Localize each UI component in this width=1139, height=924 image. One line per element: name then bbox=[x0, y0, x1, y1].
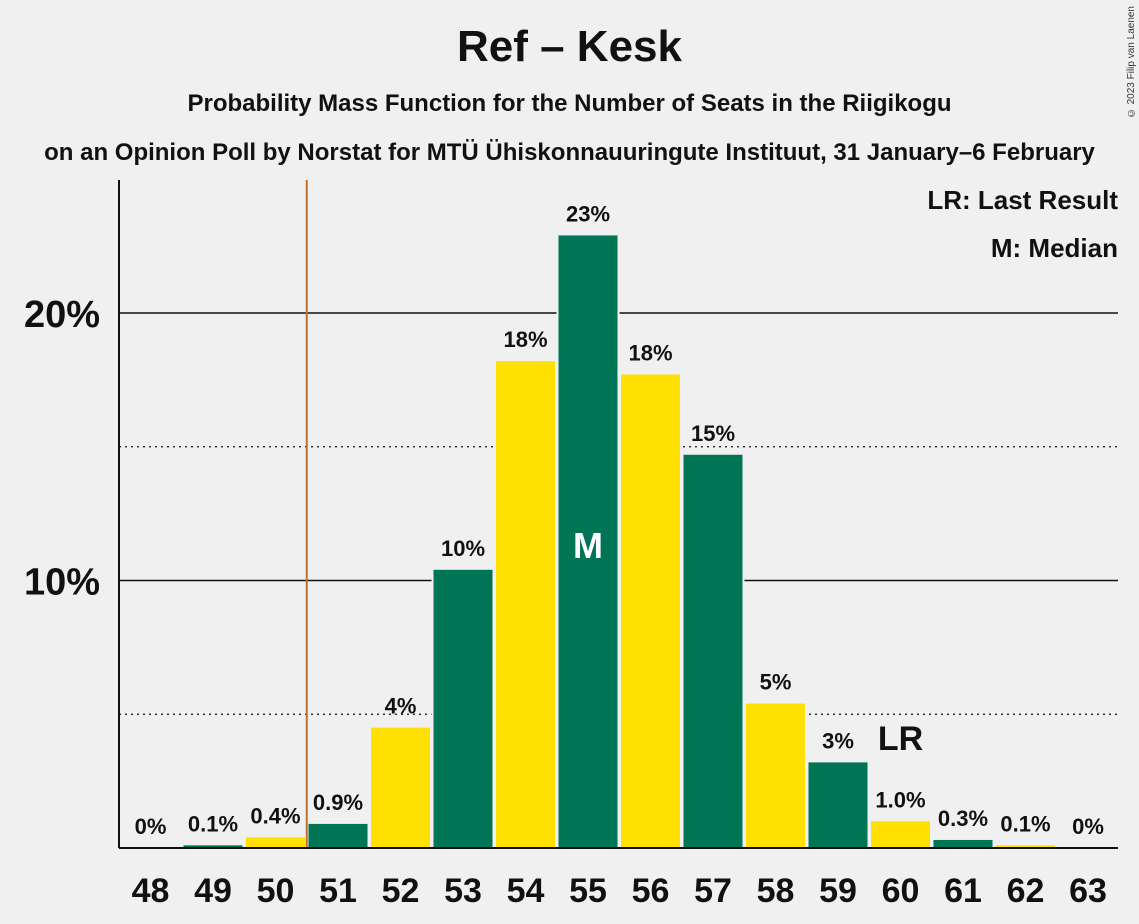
bar-53 bbox=[433, 569, 493, 848]
x-tick-label-62: 62 bbox=[1007, 872, 1045, 910]
bar-58 bbox=[746, 703, 805, 848]
bar-59 bbox=[808, 762, 868, 848]
chart-subtitle: Probability Mass Function for the Number… bbox=[187, 90, 952, 117]
x-tick-label-50: 50 bbox=[257, 872, 295, 910]
bar-value-label-48: 0% bbox=[135, 814, 167, 839]
x-axis-tick-labels: 48 49 50 51 52 53 54 55 56 57 58 59 60 61 62 63 bbox=[132, 872, 1107, 910]
y-axis-tick-labels: 10% 20% bbox=[24, 294, 100, 604]
bar-value-label-54: 18% bbox=[503, 327, 547, 352]
bar-value-label-63: 0% bbox=[1072, 814, 1104, 839]
x-tick-label-56: 56 bbox=[632, 872, 670, 910]
x-tick-label-55: 55 bbox=[569, 872, 607, 910]
bar-value-label-55: 23% bbox=[566, 201, 610, 226]
bar-value-label-56: 18% bbox=[628, 341, 672, 366]
markers: M LR bbox=[305, 180, 923, 848]
bar-61 bbox=[933, 839, 993, 848]
bar-value-label-62: 0.1% bbox=[1000, 811, 1050, 836]
x-tick-label-53: 53 bbox=[444, 872, 482, 910]
bar-value-label-51: 0.9% bbox=[313, 790, 363, 815]
bars bbox=[181, 234, 1057, 849]
bar-49 bbox=[183, 845, 243, 848]
y-tick-label-20: 20% bbox=[24, 294, 100, 336]
x-tick-label-52: 52 bbox=[382, 872, 420, 910]
bar-value-label-49: 0.1% bbox=[188, 811, 238, 836]
x-tick-label-51: 51 bbox=[319, 872, 357, 910]
bar-50 bbox=[246, 837, 305, 848]
bar-value-label-53: 10% bbox=[441, 536, 485, 561]
bar-value-label-50: 0.4% bbox=[250, 803, 300, 828]
bar-value-label-61: 0.3% bbox=[938, 806, 988, 831]
bar-value-label-52: 4% bbox=[385, 694, 417, 719]
x-tick-label-61: 61 bbox=[944, 872, 982, 910]
x-tick-label-58: 58 bbox=[757, 872, 795, 910]
x-tick-label-49: 49 bbox=[194, 872, 232, 910]
x-tick-label-60: 60 bbox=[882, 872, 920, 910]
x-tick-label-63: 63 bbox=[1069, 872, 1107, 910]
y-tick-label-10: 10% bbox=[24, 562, 100, 604]
x-tick-label-57: 57 bbox=[694, 872, 732, 910]
x-tick-label-54: 54 bbox=[507, 872, 545, 910]
bar-value-label-57: 15% bbox=[691, 421, 735, 446]
bar-value-label-59: 3% bbox=[822, 728, 854, 753]
last-result-marker: LR bbox=[878, 720, 923, 758]
median-marker: M bbox=[573, 525, 603, 566]
legend-median: M: Median bbox=[991, 233, 1118, 263]
x-tick-label-48: 48 bbox=[132, 872, 170, 910]
x-tick-label-59: 59 bbox=[819, 872, 857, 910]
bar-value-label-60: 1.0% bbox=[875, 787, 925, 812]
bar-55 bbox=[558, 235, 618, 849]
bar-54 bbox=[496, 361, 555, 848]
bar-56 bbox=[621, 374, 680, 848]
bar-51 bbox=[308, 823, 368, 848]
bar-value-labels: 0% 0.1% 0.4% 0.9% 4% 10% 18% 23% 18% 15% 5% 3% 1.0% 0… bbox=[135, 201, 1104, 839]
legend-last-result: LR: Last Result bbox=[927, 185, 1118, 215]
chart-source-line: on an Opinion Poll by Norstat for MTÜ Üh… bbox=[44, 139, 1095, 166]
bar-62 bbox=[996, 845, 1055, 848]
chart-title: Ref – Kesk bbox=[456, 22, 682, 71]
bar-value-label-58: 5% bbox=[760, 670, 792, 695]
bar-60 bbox=[871, 821, 930, 848]
bar-52 bbox=[371, 727, 430, 848]
bar-57 bbox=[683, 454, 743, 848]
